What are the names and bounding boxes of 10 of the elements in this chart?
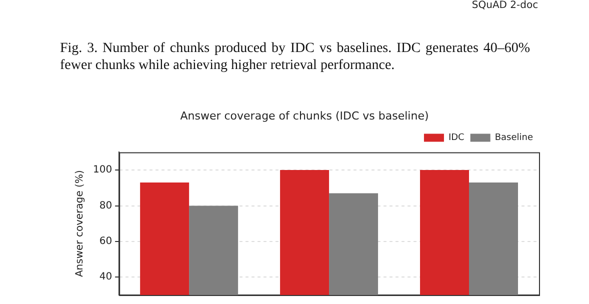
y-tick-label: 100 (92, 164, 112, 176)
y-axis-title: Answer coverage (%) (74, 170, 86, 278)
text: SQuAD 2-doc (470, 0, 540, 11)
legend-label: IDC (448, 133, 464, 144)
y-tick-label: 40 (99, 272, 112, 283)
y-tick-label: 60 (99, 236, 112, 248)
legend-label: Baseline (494, 133, 534, 144)
y-tick-label: 80 (99, 200, 112, 212)
caption: Fig. 3. Number of chunks produced by IDC vs baselines. IDC generates 40–60% fewer chunks while achieving higher retrieval performance. (60, 40, 530, 74)
chart-title: Answer coverage of chunks (IDC vs baseline) (180, 109, 429, 122)
